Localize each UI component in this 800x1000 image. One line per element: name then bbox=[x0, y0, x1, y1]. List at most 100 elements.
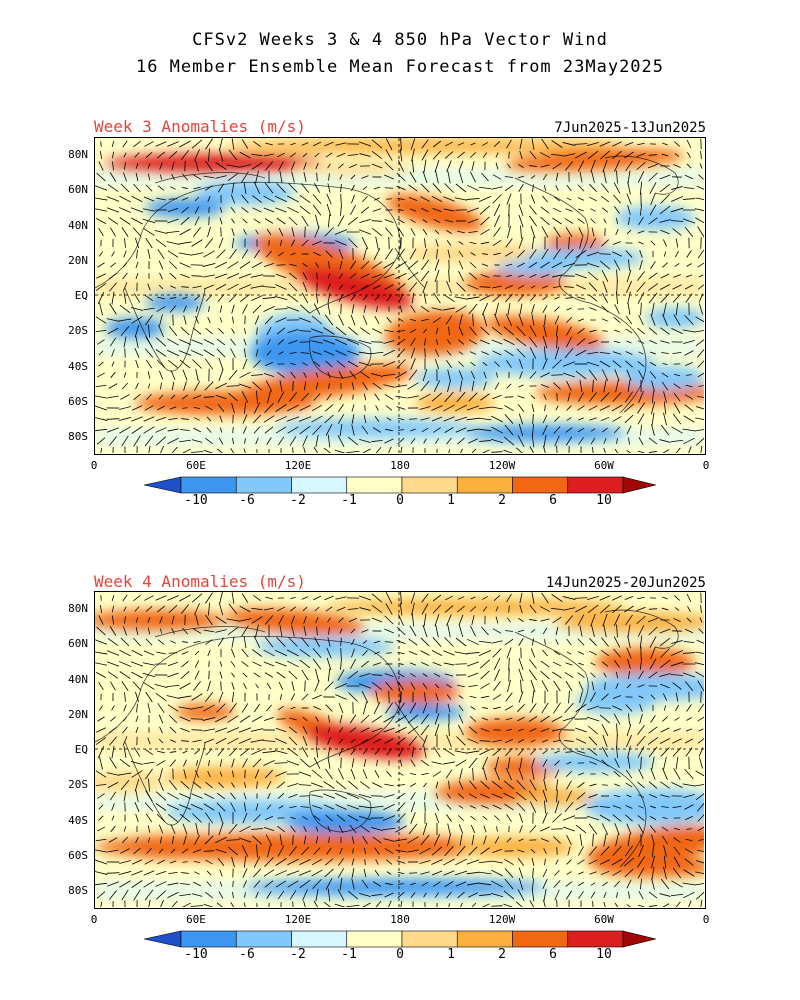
wind-vector bbox=[435, 693, 439, 701]
wind-vector bbox=[648, 327, 658, 335]
wind-vector bbox=[251, 374, 263, 376]
wind-vector bbox=[399, 148, 403, 162]
wind-vector bbox=[422, 228, 428, 236]
wind-vector bbox=[517, 629, 525, 633]
wind-vector bbox=[327, 617, 331, 623]
wind-vector bbox=[454, 870, 468, 876]
wind-vector bbox=[697, 284, 704, 290]
wind-vector bbox=[99, 150, 103, 160]
wind-vector bbox=[612, 814, 622, 822]
wind-vector bbox=[686, 828, 692, 830]
wind-vector bbox=[478, 882, 492, 886]
wind-vector bbox=[662, 596, 668, 600]
wind-vector bbox=[695, 651, 704, 655]
wind-vector bbox=[119, 406, 131, 410]
wind-vector bbox=[170, 186, 176, 190]
wind-vector bbox=[363, 393, 367, 401]
wind-vector bbox=[170, 739, 176, 743]
wind-vector bbox=[542, 424, 548, 436]
wind-vector bbox=[468, 303, 478, 315]
wind-vector bbox=[529, 619, 537, 621]
colorbar-low-arrow bbox=[143, 930, 182, 948]
wind-vector bbox=[638, 351, 644, 355]
wind-vector bbox=[543, 394, 547, 400]
wind-vector bbox=[203, 850, 215, 852]
wind-vector bbox=[98, 361, 104, 367]
wind-vector bbox=[371, 228, 383, 236]
wind-vector bbox=[254, 703, 260, 713]
wind-vector bbox=[577, 328, 585, 334]
wind-vector bbox=[133, 637, 141, 647]
wind-vector bbox=[335, 350, 347, 356]
wind-vector bbox=[156, 813, 166, 823]
wind-vector bbox=[444, 151, 454, 159]
wind-vector bbox=[226, 839, 240, 841]
wind-vector bbox=[532, 878, 534, 890]
wind-vector bbox=[96, 672, 106, 678]
wind-vector bbox=[362, 649, 368, 657]
wind-vector bbox=[275, 661, 287, 667]
wind-vector bbox=[239, 261, 251, 269]
wind-vector bbox=[482, 596, 488, 600]
wind-vector bbox=[626, 280, 632, 294]
wind-vector bbox=[506, 593, 512, 603]
wind-vector bbox=[637, 327, 645, 335]
wind-vector bbox=[266, 326, 272, 336]
wind-vector bbox=[275, 416, 287, 422]
wind-vector bbox=[531, 434, 535, 448]
wind-vector bbox=[530, 175, 536, 179]
wind-vector bbox=[614, 369, 620, 381]
wind-vector bbox=[552, 813, 562, 823]
wind-vector bbox=[111, 745, 115, 759]
wind-vector bbox=[626, 723, 632, 737]
wind-vector bbox=[386, 748, 392, 756]
wind-vector bbox=[446, 814, 452, 822]
wind-vector bbox=[96, 826, 106, 832]
wind-vector bbox=[143, 682, 155, 690]
wind-vector bbox=[662, 716, 668, 722]
wind-vector bbox=[575, 824, 587, 834]
wind-vector bbox=[455, 663, 467, 665]
wind-vector bbox=[385, 149, 393, 161]
wind-vector bbox=[544, 314, 546, 326]
wind-vector bbox=[228, 149, 238, 161]
wind-vector bbox=[518, 214, 524, 228]
wind-vector bbox=[615, 217, 619, 225]
anomaly-region bbox=[115, 835, 235, 859]
wind-vector bbox=[160, 382, 162, 390]
wind-vector bbox=[192, 174, 202, 180]
wind-vector bbox=[192, 628, 202, 634]
wind-vector bbox=[135, 163, 139, 169]
wind-vector bbox=[468, 684, 478, 688]
wind-vector bbox=[119, 217, 131, 225]
wind-vector bbox=[493, 227, 501, 237]
wind-vector bbox=[503, 326, 515, 336]
wind-vector bbox=[362, 835, 368, 845]
wind-vector bbox=[675, 704, 679, 712]
wind-vector bbox=[277, 436, 285, 446]
wind-vector bbox=[551, 715, 563, 723]
wind-vector bbox=[276, 606, 286, 612]
wind-vector bbox=[672, 413, 682, 425]
wind-vector bbox=[506, 647, 512, 659]
wind-vector bbox=[674, 373, 680, 377]
wind-vector bbox=[241, 661, 249, 667]
wind-vector bbox=[468, 438, 478, 444]
wind-vector bbox=[327, 183, 331, 193]
wind-vector bbox=[242, 218, 248, 224]
wind-vector bbox=[601, 661, 609, 667]
wind-vector bbox=[673, 837, 681, 843]
wind-vector bbox=[470, 361, 476, 367]
wind-vector bbox=[191, 729, 203, 731]
wind-vector bbox=[218, 782, 224, 788]
wind-vector bbox=[443, 404, 455, 412]
wind-vector bbox=[551, 261, 563, 269]
wind-vector bbox=[111, 815, 115, 821]
wind-vector bbox=[168, 325, 178, 337]
wind-vector bbox=[577, 405, 585, 411]
wind-vector bbox=[539, 606, 551, 612]
wind-vector bbox=[136, 703, 138, 713]
wind-vector bbox=[638, 695, 644, 699]
wind-vector bbox=[131, 870, 143, 876]
wind-vector bbox=[219, 881, 223, 887]
